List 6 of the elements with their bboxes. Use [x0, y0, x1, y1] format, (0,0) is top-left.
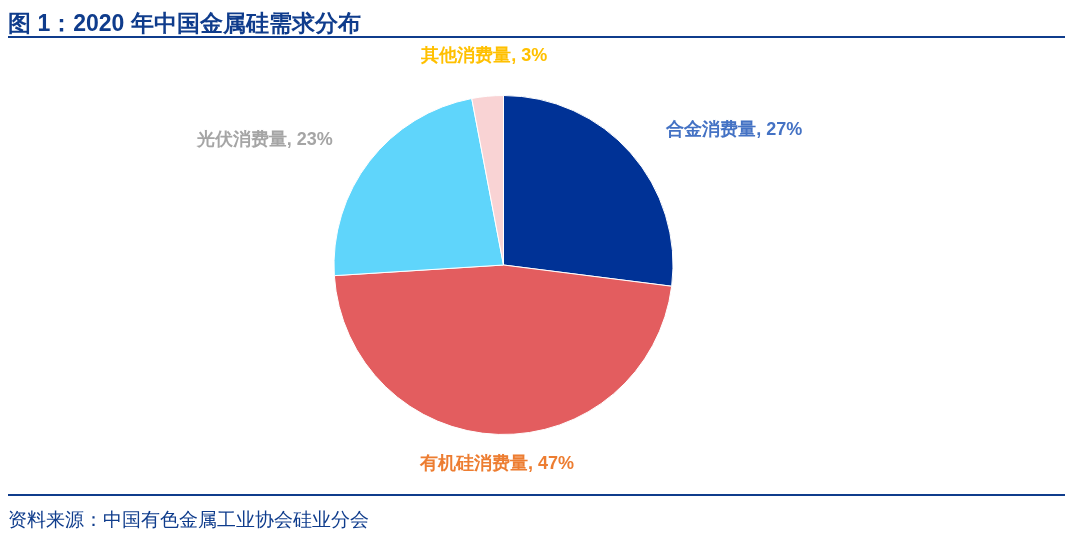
chart-title: 图 1：2020 年中国金属硅需求分布 [8, 9, 361, 38]
slice-label: 有机硅消费量, 47% [419, 453, 575, 474]
slice-label: 合金消费量, 27% [665, 119, 803, 140]
text: 资料来源：中国有色金属工业协会硅业分会 [8, 508, 369, 532]
slice-label: 光伏消费量, 23% [195, 129, 333, 150]
slice-label: 其他消费量, 3% [420, 45, 548, 66]
